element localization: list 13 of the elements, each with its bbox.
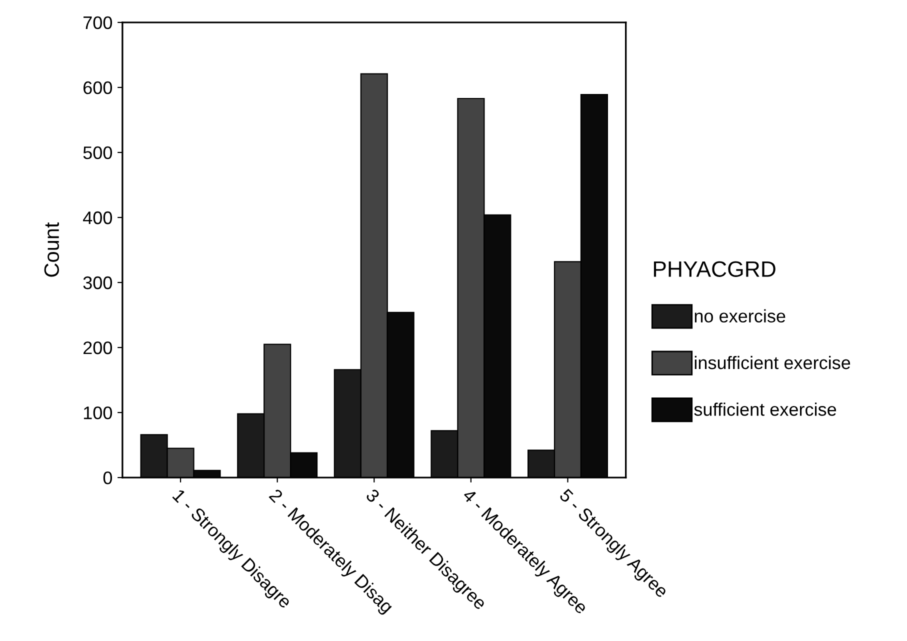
legend-label: sufficient exercise [694, 402, 836, 416]
y-tick-label: 600 [84, 81, 112, 94]
legend-label: no exercise [694, 309, 786, 323]
y-tick-label: 400 [83, 211, 112, 224]
y-tick-label: 300 [83, 276, 112, 290]
legend-label: insufficient exercise [694, 356, 850, 370]
legend-title: PHYACGRD [654, 261, 776, 277]
y-tick-label: 0 [103, 471, 112, 484]
y-axis-title: Count [44, 222, 60, 277]
y-tick-label: 500 [83, 146, 112, 160]
y-tick-label: 100 [84, 406, 112, 420]
y-tick-label: 700 [84, 16, 112, 30]
y-tick-label: 200 [84, 341, 112, 354]
